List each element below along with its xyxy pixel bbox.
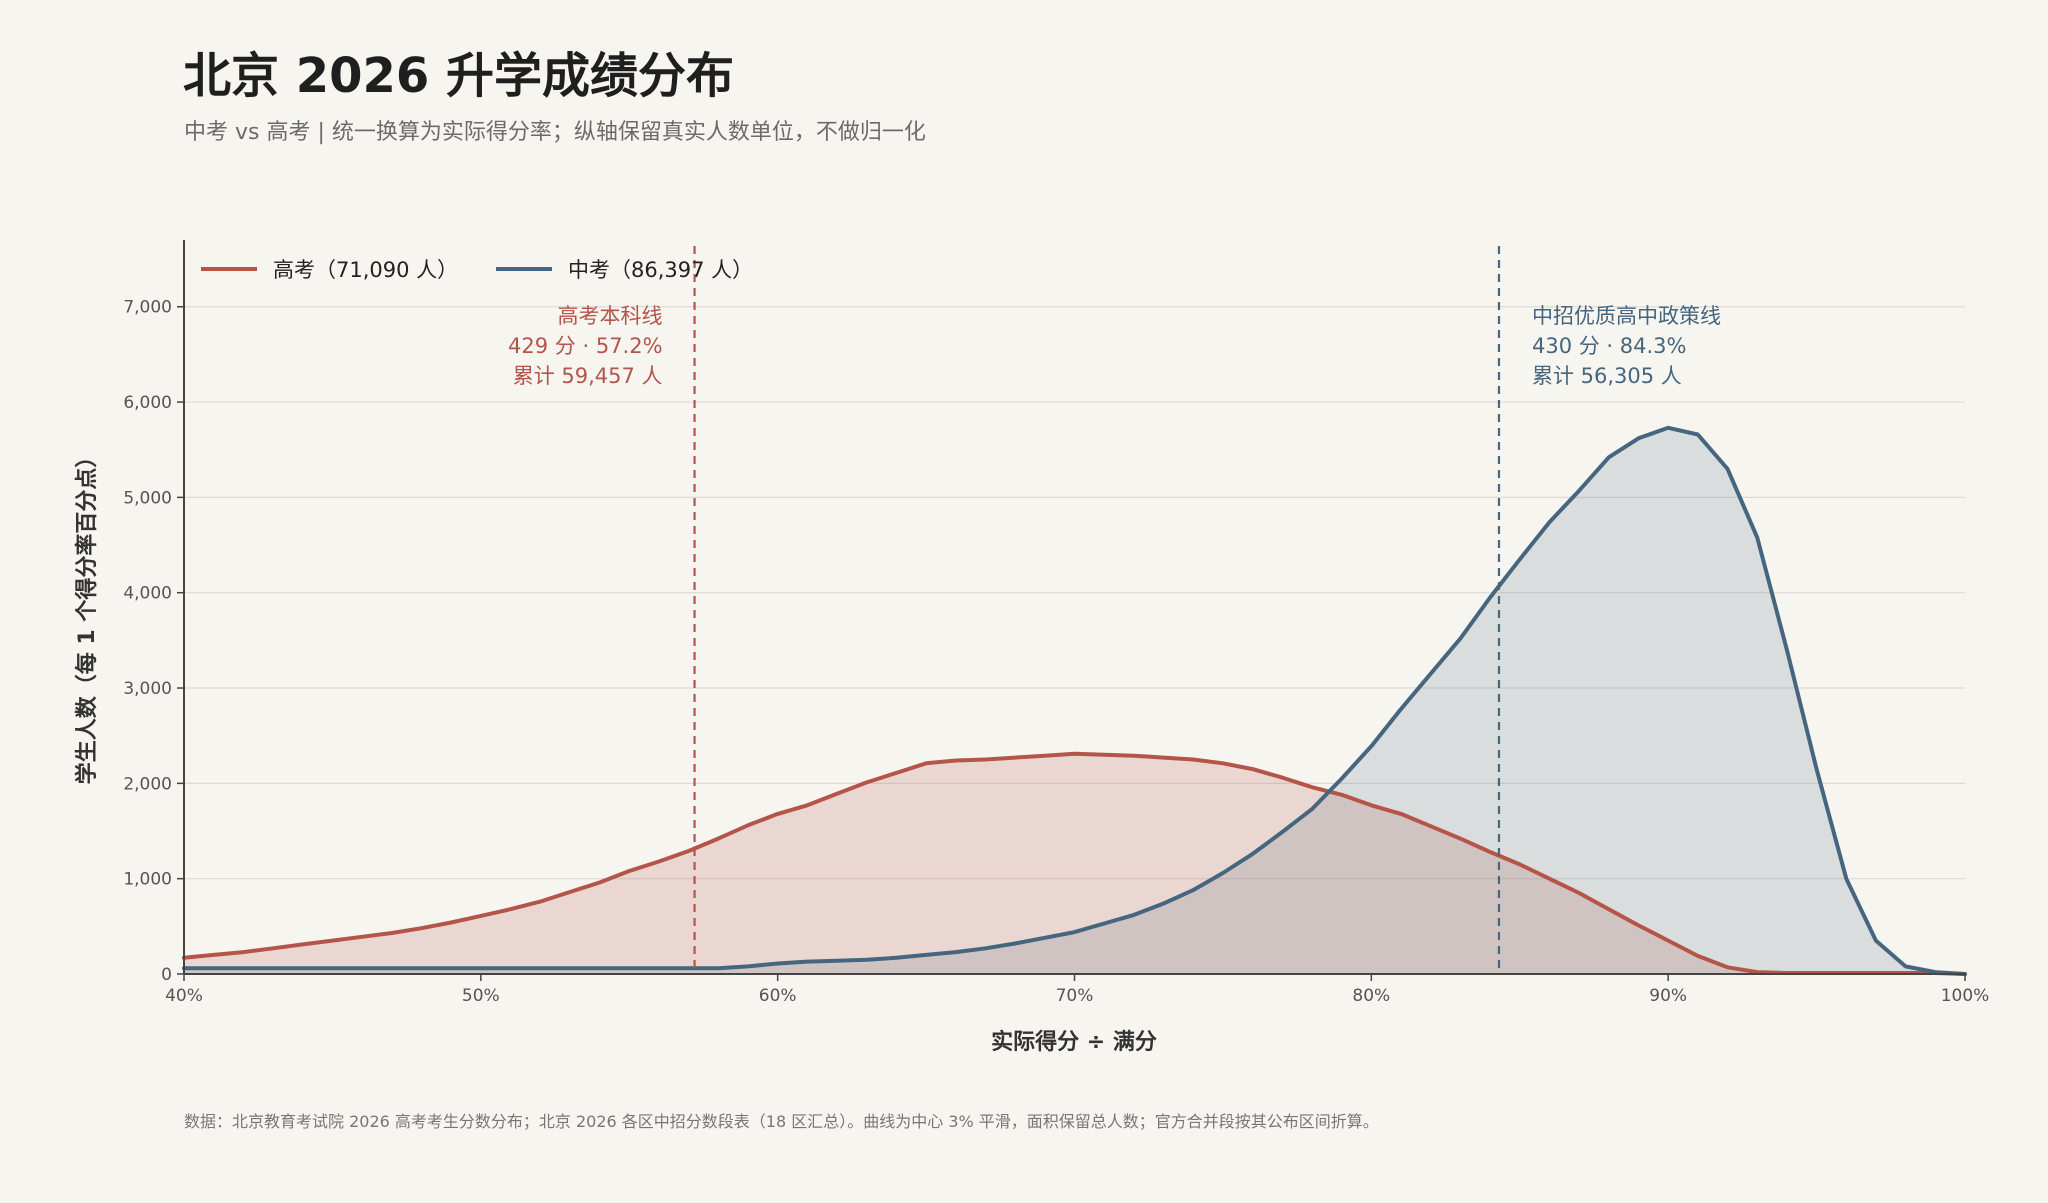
series-area-1 [184, 427, 1965, 974]
x-tick-label: 40% [165, 986, 203, 1006]
series-lines [182, 425, 1967, 976]
y-tick-label: 1,000 [123, 870, 172, 890]
y-tick-label: 5,000 [123, 488, 172, 508]
legend: 高考（71,090 人） 中考（86,397 人） [201, 258, 753, 282]
x-tick-label: 60% [759, 986, 797, 1006]
data-source-footnote: 数据：北京教育考试院 2026 高考考生分数分布；北京 2026 各区中招分数段… [184, 1112, 1379, 1131]
series-area-0 [184, 753, 1965, 974]
x-tick-label: 90% [1649, 986, 1687, 1006]
threshold-label: 累计 56,305 人 [1532, 364, 1682, 388]
threshold-annotations: 高考本科线 429 分 · 57.2% 累计 59,457 人 中招优质高中政策线 43… [508, 246, 1721, 974]
axes: 0 1,000 2,000 3,000 4,000 5,000 6,000 7,000 40% 5… [123, 240, 1989, 1006]
y-tick-label: 0 [161, 965, 172, 985]
chart-title: 北京 2026 升学成绩分布 [183, 48, 735, 104]
legend-label-0: 高考（71,090 人） [273, 258, 458, 282]
y-tick-label: 3,000 [123, 679, 172, 699]
x-tick-label: 100% [1941, 986, 1990, 1006]
threshold-label: 高考本科线 [558, 304, 663, 328]
y-tick-label: 6,000 [123, 393, 172, 413]
x-tick-label: 80% [1352, 986, 1390, 1006]
y-tick-label: 4,000 [123, 584, 172, 604]
threshold-label: 430 分 · 84.3% [1532, 334, 1687, 358]
x-tick-label: 70% [1056, 986, 1094, 1006]
y-tick-label: 2,000 [123, 774, 172, 794]
legend-label-1: 中考（86,397 人） [568, 258, 753, 282]
x-axis-label: 实际得分 ÷ 满分 [991, 1029, 1157, 1055]
grid-lines [184, 306, 1965, 880]
series-areas [184, 427, 1965, 974]
threshold-label: 429 分 · 57.2% [508, 334, 663, 358]
x-tick-label: 50% [462, 986, 500, 1006]
y-axis-label: 学生人数（每 1 个得分率百分点） [74, 446, 100, 785]
threshold-label: 累计 59,457 人 [513, 364, 663, 388]
threshold-label: 中招优质高中政策线 [1532, 304, 1721, 328]
y-tick-label: 7,000 [123, 298, 172, 318]
chart-subtitle: 中考 vs 高考 | 统一换算为实际得分率；纵轴保留真实人数单位，不做归一化 [184, 120, 926, 145]
series-line-0 [182, 751, 1967, 976]
series-line-1 [182, 425, 1967, 976]
